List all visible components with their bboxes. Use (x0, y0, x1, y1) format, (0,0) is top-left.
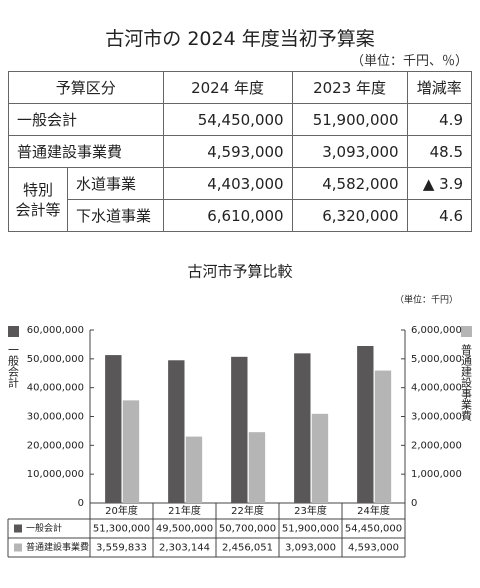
axis-swatch (8, 326, 19, 337)
bar (185, 436, 203, 503)
bar (168, 360, 185, 503)
title: 古河市の 2024 年度当初予算案 (105, 28, 375, 50)
cell: 4.6 (406, 199, 473, 232)
legend-swatch (14, 543, 22, 552)
tick-label: 1,000,000 (411, 469, 462, 480)
chart-title: 古河市予算比較 (187, 263, 292, 281)
tick-label: 40,000,000 (27, 383, 84, 394)
bar (311, 413, 329, 503)
tick-label: 4,000,000 (411, 383, 462, 394)
header-cell: 2023 年度 (291, 71, 408, 104)
cell: 4,582,000 (291, 167, 408, 200)
cell: 4.9 (406, 103, 473, 136)
group-label: 特別 会計等 (8, 167, 68, 232)
value-label: 51,300,000 (93, 524, 150, 535)
bar (374, 370, 392, 503)
value-label: 4,593,000 (348, 543, 399, 554)
bar (357, 346, 374, 503)
tick-label: 0 (411, 498, 417, 509)
value-label: 2,303,144 (159, 543, 210, 554)
cell: 4,403,000 (162, 167, 293, 200)
axis-swatch (461, 326, 472, 337)
legend-label: 普通建設事業費 (26, 541, 89, 553)
cell: 6,610,000 (162, 199, 293, 232)
bar (248, 432, 266, 503)
group-label-line: 会計等 (15, 200, 61, 219)
tick-label: 3,000,000 (411, 412, 462, 423)
value-label: 49,500,000 (156, 524, 213, 535)
chart-unit: （単位：千円） (395, 294, 458, 306)
cell: 4,593,000 (162, 135, 293, 168)
header-cell: 増減率 (406, 71, 473, 104)
x-tick-label: 24年度 (357, 504, 390, 517)
x-tick-label: 23年度 (294, 504, 327, 517)
value-label: 54,450,000 (345, 524, 402, 535)
tick-label: 6,000,000 (411, 325, 462, 336)
tick-label: 30,000,000 (27, 412, 84, 423)
header-cell: 予算区分 (8, 71, 164, 104)
cell: ▲ 3.9 (406, 167, 473, 200)
legend-label: 一般会計 (26, 522, 62, 534)
y-axis-label: 一般会計 (7, 344, 20, 389)
value-label: 3,559,833 (96, 543, 147, 554)
tick-label: 0 (78, 498, 84, 509)
bar (105, 355, 122, 503)
x-tick-label: 22年度 (231, 504, 264, 517)
row-label: 下水道事業 (67, 199, 164, 232)
x-tick-label: 20年度 (105, 504, 138, 517)
bar (231, 356, 248, 503)
y2-axis-label: 普通建設事業費 (460, 343, 473, 421)
budget-table: 予算区分 2024 年度 2023 年度 増減率 一般会計 54,450,000… (8, 71, 473, 232)
tick-label: 10,000,000 (27, 469, 84, 480)
unit: （単位：千円、％） (350, 54, 468, 69)
value-label: 2,456,051 (222, 543, 273, 554)
tick-label: 5,000,000 (411, 354, 462, 365)
tick-label: 2,000,000 (411, 440, 462, 451)
value-label: 3,093,000 (285, 543, 336, 554)
legend-swatch (14, 524, 22, 533)
tick-label: 60,000,000 (27, 325, 84, 336)
row-label: 一般会計 (8, 103, 164, 136)
row-label: 普通建設事業費 (8, 135, 164, 168)
group-label-line: 特別 (22, 180, 53, 199)
cell: 51,900,000 (291, 103, 408, 136)
cell: 54,450,000 (162, 103, 293, 136)
tick-label: 20,000,000 (27, 440, 84, 451)
value-label: 50,700,000 (219, 524, 276, 535)
bar (122, 400, 140, 503)
value-label: 51,900,000 (282, 524, 339, 535)
tick-label: 50,000,000 (27, 354, 84, 365)
x-tick-label: 21年度 (168, 504, 201, 517)
bar (294, 353, 311, 503)
